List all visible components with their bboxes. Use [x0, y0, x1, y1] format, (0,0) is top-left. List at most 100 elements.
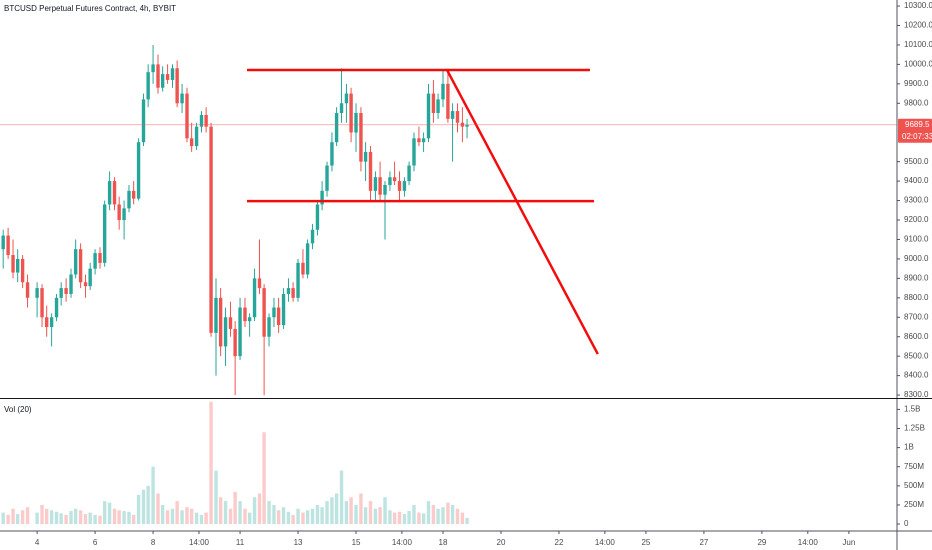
candle-body — [344, 93, 349, 104]
volume-bar — [378, 507, 382, 525]
volume-bar — [301, 512, 305, 525]
candle-body — [334, 113, 339, 143]
last-price-tag — [898, 118, 932, 143]
volume-bar — [334, 493, 339, 525]
candle-body — [1, 235, 5, 250]
volume-bar — [127, 511, 131, 525]
volume-bar — [40, 504, 44, 525]
volume-tick-label: 250M — [904, 500, 924, 509]
volume-bar — [112, 508, 117, 525]
candle-body — [209, 126, 213, 333]
candle-body — [441, 83, 445, 100]
volume-bar — [330, 497, 334, 525]
volume-bar — [257, 493, 262, 525]
candle-body — [185, 93, 189, 139]
candle-body — [73, 249, 78, 275]
volume-bar — [160, 504, 165, 525]
volume-bar — [122, 511, 126, 525]
volume-bar — [281, 507, 286, 525]
candle-body — [69, 274, 73, 294]
volume-bar — [296, 508, 300, 525]
volume-bar — [136, 494, 141, 525]
volume-bar — [146, 485, 150, 525]
candle-body — [315, 204, 320, 230]
x-tick-label: 14:00 — [189, 538, 210, 547]
candle-body — [146, 72, 150, 100]
candle-body — [175, 68, 179, 104]
x-tick-label: 14:00 — [392, 538, 413, 547]
volume-bar — [59, 513, 63, 525]
candle-body — [141, 99, 146, 143]
candle-body — [339, 103, 344, 114]
volume-tick-label: 1.25B — [904, 424, 925, 433]
candle-body — [431, 93, 436, 114]
y-tick-label: 8300.0 — [904, 390, 929, 399]
x-tick-label: 8 — [151, 538, 156, 547]
volume-bar — [11, 508, 15, 525]
volume-bar — [165, 510, 170, 525]
y-tick-label: 8800.0 — [904, 293, 929, 302]
volume-bar — [209, 401, 213, 525]
candle-body — [6, 235, 10, 256]
candle-body — [363, 151, 368, 162]
candle-body — [262, 288, 266, 337]
y-tick-label: 9400.0 — [904, 176, 929, 185]
volume-bar — [83, 514, 88, 525]
candle-body — [402, 181, 407, 191]
volume-bar — [363, 507, 368, 525]
y-tick-label: 10200.0 — [904, 21, 932, 30]
candle-body — [122, 208, 126, 221]
volume-bar — [354, 504, 358, 525]
volume-bar — [151, 466, 155, 525]
x-tick-label: 14:00 — [595, 538, 616, 547]
volume-bar — [180, 510, 184, 525]
x-tick-label: 22 — [555, 538, 564, 547]
volume-bar — [368, 501, 373, 525]
candle-body — [455, 111, 460, 123]
candle-body — [276, 307, 281, 326]
y-tick-label: 10300.0 — [904, 1, 932, 10]
volume-bar — [156, 493, 160, 525]
y-tick-label: 8400.0 — [904, 371, 929, 380]
volume-bar — [238, 501, 242, 525]
volume-bar — [64, 514, 68, 525]
candle-body — [199, 114, 204, 127]
volume-bar — [388, 510, 392, 525]
candle-body — [228, 317, 233, 329]
y-tick-label: 9300.0 — [904, 196, 929, 205]
volume-bar — [359, 493, 363, 525]
candle-body — [325, 165, 329, 191]
volume-bar — [412, 504, 416, 525]
volume-bar — [407, 511, 411, 525]
candle-body — [83, 282, 88, 287]
last-price-label: 9689.5 — [905, 120, 930, 129]
volume-bar — [223, 501, 228, 525]
candle-body — [354, 113, 358, 133]
candle-body — [446, 83, 450, 119]
candle-body — [59, 288, 63, 298]
volume-bar — [441, 507, 445, 525]
volume-bar — [460, 512, 465, 525]
candle-body — [40, 288, 44, 318]
candle-body — [436, 99, 440, 114]
volume-bar — [218, 497, 223, 525]
volume-bar — [204, 512, 208, 525]
candle-body — [102, 204, 107, 263]
y-tick-label: 8600.0 — [904, 332, 929, 341]
trend-line — [445, 69, 599, 355]
volume-bar — [417, 512, 421, 525]
y-tick-label: 9000.0 — [904, 254, 929, 263]
volume-bar — [15, 514, 20, 525]
volume-bar — [189, 508, 194, 525]
y-tick-label: 8500.0 — [904, 351, 929, 360]
candle-body — [78, 249, 83, 283]
candle-body — [15, 258, 20, 273]
volume-tick-label: 0 — [904, 519, 909, 528]
volume-bar — [276, 510, 281, 525]
volume-title: Vol (20) — [4, 405, 32, 414]
volume-bar — [446, 502, 450, 525]
volume-bar — [6, 514, 10, 525]
x-tick-label: 14:00 — [798, 538, 819, 547]
candle-body — [160, 74, 165, 88]
